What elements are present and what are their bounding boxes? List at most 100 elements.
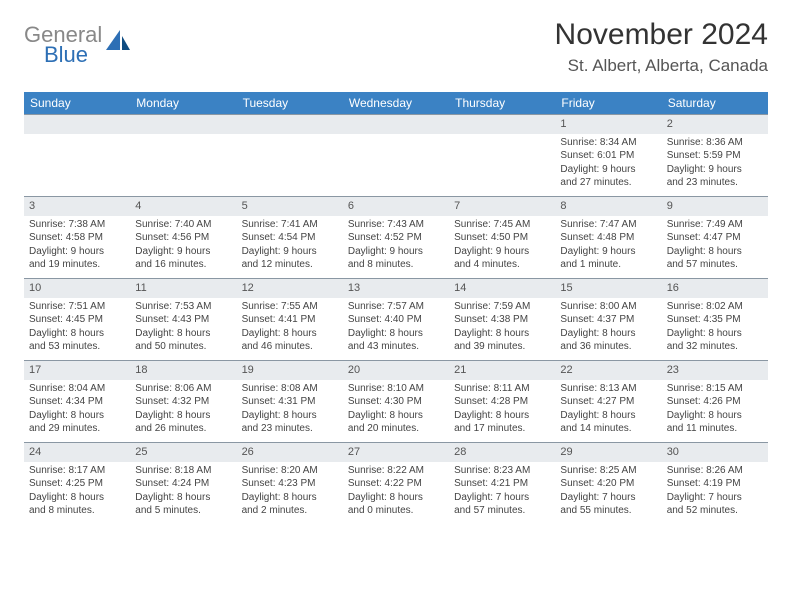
sunrise-text: Sunrise: 8:25 AM [560,464,656,478]
sunrise-text: Sunrise: 8:02 AM [667,300,763,314]
daylight2-text: and 23 minutes. [242,422,338,436]
sunrise-text: Sunrise: 7:49 AM [667,218,763,232]
sunset-text: Sunset: 4:45 PM [29,313,125,327]
sunset-text: Sunset: 4:50 PM [454,231,550,245]
sunrise-text: Sunrise: 7:55 AM [242,300,338,314]
sunrise-text: Sunrise: 8:15 AM [667,382,763,396]
sunset-text: Sunset: 4:40 PM [348,313,444,327]
calendar-cell: 4Sunrise: 7:40 AMSunset: 4:56 PMDaylight… [130,197,236,279]
daylight1-text: Daylight: 7 hours [667,491,763,505]
daylight1-text: Daylight: 8 hours [454,327,550,341]
day-number: 9 [662,197,768,216]
daylight1-text: Daylight: 7 hours [454,491,550,505]
sunset-text: Sunset: 4:34 PM [29,395,125,409]
calendar-cell: 21Sunrise: 8:11 AMSunset: 4:28 PMDayligh… [449,361,555,443]
calendar-cell: 24Sunrise: 8:17 AMSunset: 4:25 PMDayligh… [24,443,130,525]
sunrise-text: Sunrise: 8:36 AM [667,136,763,150]
calendar-cell: 11Sunrise: 7:53 AMSunset: 4:43 PMDayligh… [130,279,236,361]
calendar-cell: 25Sunrise: 8:18 AMSunset: 4:24 PMDayligh… [130,443,236,525]
daylight1-text: Daylight: 9 hours [348,245,444,259]
calendar-cell: 27Sunrise: 8:22 AMSunset: 4:22 PMDayligh… [343,443,449,525]
day-number: 1 [555,115,661,134]
calendar-cell: 7Sunrise: 7:45 AMSunset: 4:50 PMDaylight… [449,197,555,279]
sunrise-text: Sunrise: 8:20 AM [242,464,338,478]
daylight2-text: and 27 minutes. [560,176,656,190]
calendar-cell: 12Sunrise: 7:55 AMSunset: 4:41 PMDayligh… [237,279,343,361]
calendar-cell: 5Sunrise: 7:41 AMSunset: 4:54 PMDaylight… [237,197,343,279]
sunset-text: Sunset: 4:35 PM [667,313,763,327]
daylight1-text: Daylight: 8 hours [135,409,231,423]
calendar-cell-blank [24,115,130,197]
day-number: 18 [130,361,236,380]
calendar-cell: 13Sunrise: 7:57 AMSunset: 4:40 PMDayligh… [343,279,449,361]
daylight2-text: and 0 minutes. [348,504,444,518]
calendar-cell: 26Sunrise: 8:20 AMSunset: 4:23 PMDayligh… [237,443,343,525]
sunset-text: Sunset: 4:32 PM [135,395,231,409]
day-header-row: SundayMondayTuesdayWednesdayThursdayFrid… [24,92,768,115]
daylight1-text: Daylight: 9 hours [29,245,125,259]
day-number: 19 [237,361,343,380]
header: General Blue November 2024 St. Albert, A… [24,18,768,76]
day-number: 12 [237,279,343,298]
day-header: Monday [130,92,236,115]
calendar-cell: 20Sunrise: 8:10 AMSunset: 4:30 PMDayligh… [343,361,449,443]
day-number: 4 [130,197,236,216]
daylight1-text: Daylight: 8 hours [348,409,444,423]
sunset-text: Sunset: 5:59 PM [667,149,763,163]
daylight1-text: Daylight: 8 hours [667,409,763,423]
daylight2-text: and 11 minutes. [667,422,763,436]
daylight2-text: and 57 minutes. [454,504,550,518]
daylight1-text: Daylight: 8 hours [29,409,125,423]
sunset-text: Sunset: 4:47 PM [667,231,763,245]
day-number: 11 [130,279,236,298]
daylight1-text: Daylight: 7 hours [560,491,656,505]
daylight2-text: and 32 minutes. [667,340,763,354]
daylight2-text: and 57 minutes. [667,258,763,272]
sunrise-text: Sunrise: 8:11 AM [454,382,550,396]
sunset-text: Sunset: 4:28 PM [454,395,550,409]
sunset-text: Sunset: 4:43 PM [135,313,231,327]
day-number-blank [130,115,236,134]
sunrise-text: Sunrise: 7:40 AM [135,218,231,232]
day-number: 21 [449,361,555,380]
week-row: 1Sunrise: 8:34 AMSunset: 6:01 PMDaylight… [24,115,768,197]
day-number: 28 [449,443,555,462]
sunset-text: Sunset: 4:24 PM [135,477,231,491]
daylight1-text: Daylight: 8 hours [560,409,656,423]
daylight2-text: and 46 minutes. [242,340,338,354]
calendar-cell-blank [343,115,449,197]
sunrise-text: Sunrise: 8:17 AM [29,464,125,478]
sunrise-text: Sunrise: 7:53 AM [135,300,231,314]
day-number: 22 [555,361,661,380]
daylight2-text: and 2 minutes. [242,504,338,518]
sunset-text: Sunset: 4:38 PM [454,313,550,327]
day-number: 6 [343,197,449,216]
sunset-text: Sunset: 4:52 PM [348,231,444,245]
day-header: Tuesday [237,92,343,115]
calendar-cell: 3Sunrise: 7:38 AMSunset: 4:58 PMDaylight… [24,197,130,279]
daylight2-text: and 19 minutes. [29,258,125,272]
daylight2-text: and 26 minutes. [135,422,231,436]
day-number: 30 [662,443,768,462]
sunset-text: Sunset: 4:56 PM [135,231,231,245]
sunrise-text: Sunrise: 8:06 AM [135,382,231,396]
sail-icon [106,30,132,57]
day-number: 7 [449,197,555,216]
sunset-text: Sunset: 4:22 PM [348,477,444,491]
sunset-text: Sunset: 4:37 PM [560,313,656,327]
sunset-text: Sunset: 4:26 PM [667,395,763,409]
calendar-cell: 29Sunrise: 8:25 AMSunset: 4:20 PMDayligh… [555,443,661,525]
calendar-cell: 1Sunrise: 8:34 AMSunset: 6:01 PMDaylight… [555,115,661,197]
daylight1-text: Daylight: 8 hours [667,245,763,259]
logo: General Blue [24,18,132,66]
daylight2-text: and 55 minutes. [560,504,656,518]
daylight2-text: and 4 minutes. [454,258,550,272]
day-number: 17 [24,361,130,380]
month-title: November 2024 [555,18,768,52]
day-header: Saturday [662,92,768,115]
daylight2-text: and 50 minutes. [135,340,231,354]
calendar-cell: 15Sunrise: 8:00 AMSunset: 4:37 PMDayligh… [555,279,661,361]
daylight1-text: Daylight: 8 hours [560,327,656,341]
calendar-cell: 8Sunrise: 7:47 AMSunset: 4:48 PMDaylight… [555,197,661,279]
sunset-text: Sunset: 4:19 PM [667,477,763,491]
